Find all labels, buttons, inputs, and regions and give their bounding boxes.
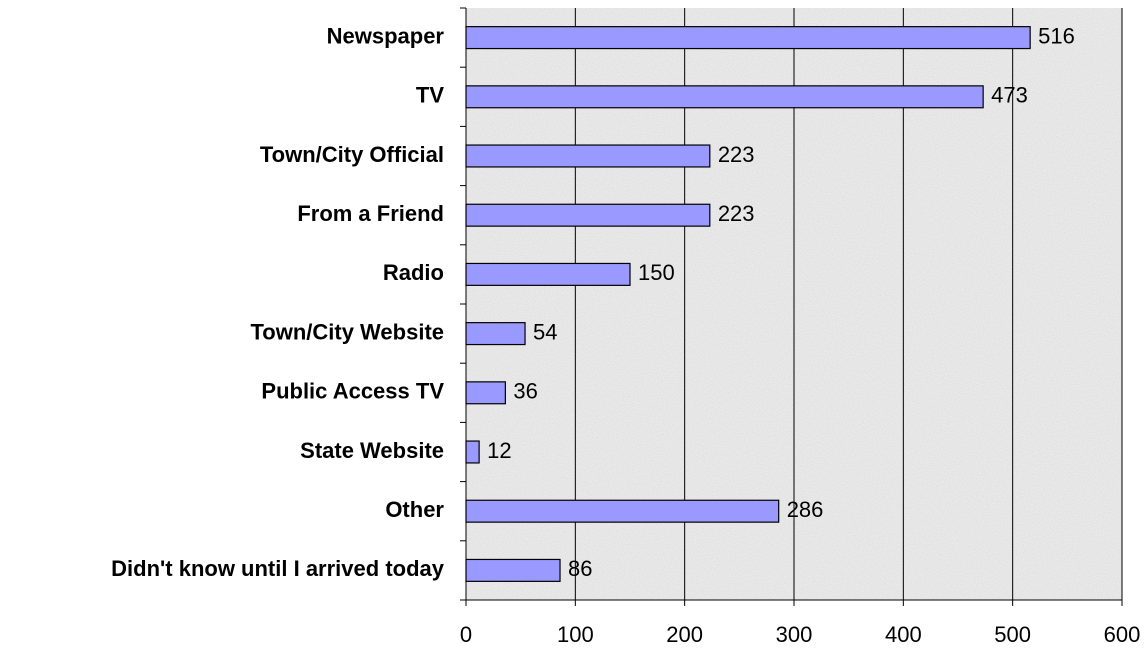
value-label: 36 [513, 379, 537, 404]
bar [465, 381, 506, 405]
bar [465, 499, 780, 523]
y-tick-label: TV [416, 83, 444, 108]
y-tick-label: Public Access TV [261, 379, 444, 404]
y-tick-label: Other [385, 497, 444, 522]
x-tick-label: 600 [1104, 622, 1141, 645]
x-tick-label: 100 [557, 622, 594, 645]
y-tick-label: State Website [300, 438, 444, 463]
x-tick-label: 0 [460, 622, 472, 645]
bar [465, 322, 526, 346]
value-label: 473 [991, 83, 1028, 108]
bar [465, 26, 1031, 50]
value-label: 54 [533, 319, 557, 344]
value-label: 223 [718, 142, 755, 167]
x-tick-label: 400 [885, 622, 922, 645]
value-label: 150 [638, 260, 675, 285]
y-tick-label: Town/City Official [260, 142, 444, 167]
y-tick-label: From a Friend [297, 201, 444, 226]
value-label: 516 [1038, 23, 1075, 48]
bar [465, 262, 631, 286]
bar [465, 558, 561, 582]
x-tick-label: 500 [994, 622, 1031, 645]
bar [465, 85, 984, 109]
bar [465, 203, 711, 227]
y-tick-label: Didn't know until I arrived today [111, 556, 445, 581]
y-tick-label: Newspaper [327, 23, 445, 48]
x-tick-label: 300 [776, 622, 813, 645]
value-label: 86 [568, 556, 592, 581]
x-tick-label: 200 [666, 622, 703, 645]
value-label: 223 [718, 201, 755, 226]
bar [465, 144, 711, 168]
y-tick-label: Radio [383, 260, 444, 285]
value-label: 286 [787, 497, 824, 522]
y-tick-label: Town/City Website [250, 319, 444, 344]
bar [465, 440, 480, 464]
value-label: 12 [487, 438, 511, 463]
